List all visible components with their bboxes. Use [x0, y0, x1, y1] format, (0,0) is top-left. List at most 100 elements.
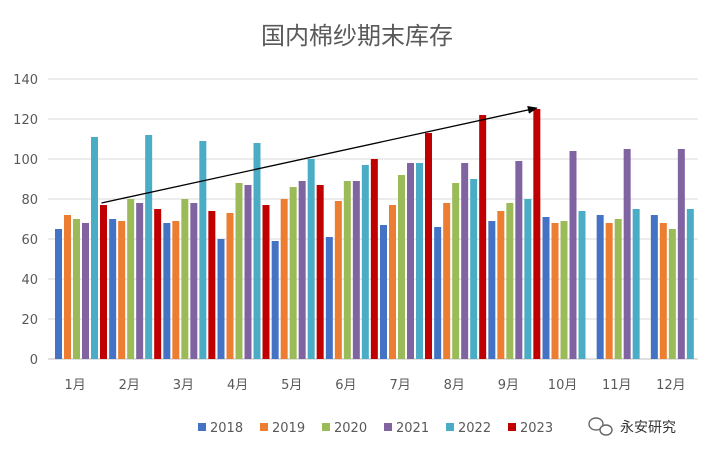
bar-2023-3: [208, 211, 216, 359]
x-tick-label: 8月: [444, 378, 465, 393]
bar-2022-4: [253, 143, 261, 359]
bar-2018-9: [488, 221, 496, 359]
y-tick-label: 40: [21, 273, 38, 288]
bar-2018-2: [109, 219, 117, 359]
y-tick-label: 0: [30, 353, 38, 368]
bar-2023-4: [262, 205, 270, 359]
bar-2019-10: [551, 223, 559, 359]
bar-2019-4: [226, 213, 234, 359]
bar-2022-7: [416, 163, 423, 359]
y-tick-label: 140: [13, 73, 38, 88]
bar-2023-1: [100, 205, 107, 359]
legend-label-2022: 2022: [458, 421, 491, 436]
bar-2020-9: [506, 203, 514, 359]
bar-2018-12: [650, 215, 658, 359]
bar-2018-4: [217, 239, 225, 359]
bar-2023-7: [425, 133, 432, 359]
x-tick-label: 7月: [389, 378, 410, 393]
legend-swatch-2018: [198, 423, 206, 431]
legend-label-2023: 2023: [520, 421, 553, 436]
y-tick-label: 60: [21, 233, 38, 248]
bar-2018-10: [542, 217, 550, 359]
y-axis: 0 20 40 60 80 100 120 140: [13, 73, 38, 368]
bar-2020-4: [235, 183, 243, 359]
x-tick-label: 10月: [548, 378, 578, 393]
bar-2018-7: [380, 225, 387, 359]
bar-2021-12: [677, 149, 685, 359]
bar-2018-5: [271, 241, 279, 359]
bar-2021-5: [298, 181, 306, 359]
bar-2022-12: [686, 209, 694, 359]
bar-2021-1: [82, 223, 89, 359]
x-tick-label: 9月: [498, 378, 519, 393]
legend-label-2019: 2019: [272, 421, 305, 436]
bar-2018-11: [596, 215, 604, 359]
bar-2021-11: [623, 149, 631, 359]
bar-2022-6: [361, 165, 369, 359]
legend-label-2020: 2020: [334, 421, 367, 436]
bar-2020-5: [289, 187, 297, 359]
bar-2018-8: [434, 227, 442, 359]
bar-2022-3: [199, 141, 207, 359]
legend: 2018 2019 2020 2021 2022 2023: [198, 421, 553, 436]
bar-2019-9: [497, 211, 505, 359]
legend-label-2018: 2018: [210, 421, 243, 436]
bar-2022-5: [307, 159, 315, 359]
legend-swatch-2022: [446, 423, 454, 431]
x-tick-label: 2月: [119, 378, 140, 393]
legend-swatch-2019: [260, 423, 268, 431]
y-tick-label: 120: [13, 113, 38, 128]
watermark-text: 永安研究: [620, 420, 676, 436]
bar-2019-11: [605, 223, 613, 359]
bar-2020-2: [127, 199, 135, 359]
bar-2020-1: [73, 219, 80, 359]
bar-2021-3: [190, 203, 198, 359]
bar-2023-2: [154, 209, 162, 359]
bar-2021-9: [515, 161, 523, 359]
bar-2019-6: [334, 201, 342, 359]
bar-2019-12: [659, 223, 667, 359]
legend-swatch-2023: [508, 423, 516, 431]
bar-2021-4: [244, 185, 252, 359]
x-tick-label: 11月: [602, 378, 632, 393]
bars: [55, 109, 694, 359]
bar-2019-8: [443, 203, 451, 359]
bar-2020-10: [560, 221, 568, 359]
bar-2020-11: [614, 219, 622, 359]
bar-2021-7: [407, 163, 414, 359]
legend-swatch-2021: [384, 423, 392, 431]
bar-2022-2: [145, 135, 153, 359]
legend-swatch-2020: [322, 423, 330, 431]
bar-2020-8: [452, 183, 460, 359]
bar-2018-6: [325, 237, 333, 359]
annotations: [101, 106, 538, 204]
bar-2020-12: [668, 229, 676, 359]
bar-2020-7: [398, 175, 405, 359]
y-tick-label: 100: [13, 153, 38, 168]
bar-2019-3: [172, 221, 180, 359]
bar-2018-3: [163, 223, 171, 359]
bar-2023-6: [370, 159, 378, 359]
wechat-icon: [588, 417, 613, 436]
x-tick-label: 6月: [335, 378, 356, 393]
bar-2022-9: [524, 199, 532, 359]
watermark: 永安研究: [588, 417, 676, 436]
x-axis: 1月 2月 3月 4月 5月 6月 7月 8月 9月 10月 11月 12月: [64, 378, 685, 393]
bar-2019-2: [118, 221, 126, 359]
y-tick-label: 20: [21, 313, 38, 328]
x-tick-label: 5月: [281, 378, 302, 393]
bar-2023-5: [316, 185, 324, 359]
bar-2022-8: [470, 179, 478, 359]
bar-2019-5: [280, 199, 288, 359]
bar-2021-8: [461, 163, 469, 359]
bar-2020-6: [343, 181, 351, 359]
bar-2021-2: [136, 203, 144, 359]
bar-2022-1: [91, 137, 98, 359]
x-tick-label: 1月: [64, 378, 85, 393]
bar-2021-6: [352, 181, 360, 359]
bar-2018-1: [55, 229, 62, 359]
bar-2019-7: [389, 205, 396, 359]
chart-title: 国内棉纱期末库存: [261, 22, 453, 50]
x-tick-label: 12月: [656, 378, 686, 393]
